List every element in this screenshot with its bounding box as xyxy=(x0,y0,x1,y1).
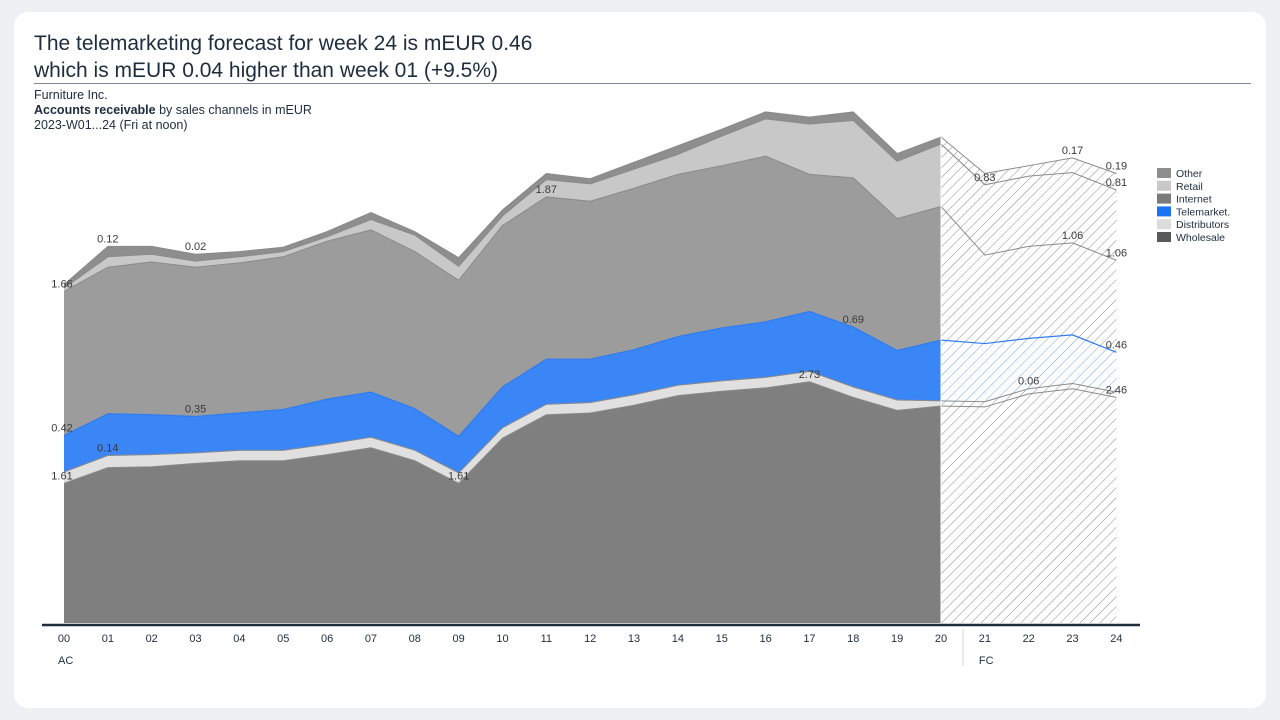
area-layers xyxy=(63,111,1117,623)
x-tick-label: 16 xyxy=(759,633,771,645)
legend-label-retail: Retail xyxy=(1176,181,1203,193)
data-label-retail: 0.81 xyxy=(1106,177,1127,189)
measure-name: Accounts receivable xyxy=(34,103,156,117)
area-other-forecast xyxy=(941,137,1117,190)
area-wholesale-forecast xyxy=(941,388,1117,623)
x-tick-label: 23 xyxy=(1066,633,1078,645)
data-label-internet: 1.66 xyxy=(51,279,72,291)
data-label-other: 0.17 xyxy=(1062,145,1083,157)
legend-swatch-distributors xyxy=(1157,219,1171,230)
data-label-other: 0.12 xyxy=(97,233,118,245)
area-distributors-forecast xyxy=(941,383,1117,407)
x-tick-label: 15 xyxy=(716,633,728,645)
data-label-other: 0.19 xyxy=(1106,160,1127,172)
legend: OtherRetailInternetTelemarket.Distributo… xyxy=(1157,168,1230,244)
area-telemarket-forecast xyxy=(941,334,1117,402)
x-tick-label: 05 xyxy=(277,633,289,645)
x-tick-label: 24 xyxy=(1110,633,1122,645)
data-label-internet: 1.87 xyxy=(536,184,557,196)
data-label-retail: 0.83 xyxy=(974,172,995,184)
x-axis: 00 01 02 03 04 05 06 07 08 09 10 11 12 13 14 15 16 17 18 19… xyxy=(42,623,1140,667)
headline-line-2: which is mEUR 0.04 higher than week 01 (… xyxy=(34,59,498,82)
x-tick-label: 00 xyxy=(58,633,70,645)
area-distributors-actual xyxy=(64,371,941,484)
measure-unit: by sales channels in mEUR xyxy=(155,103,312,117)
data-label-wholesale: 1.61 xyxy=(51,470,72,482)
legend-label-wholesale: Wholesale xyxy=(1176,232,1225,244)
data-label-distributors: 0.06 xyxy=(1018,376,1039,388)
data-labels: 1.66 0.42 1.61 0.12 0.14 0.02 0.35 1.61 1.87 2.73… xyxy=(51,145,1127,482)
data-label-distributors: 0.14 xyxy=(97,443,118,455)
legend-swatch-internet xyxy=(1157,193,1171,204)
legend-swatch-retail xyxy=(1157,180,1171,191)
x-tick-label: 01 xyxy=(102,633,114,645)
x-tick-label: 12 xyxy=(584,633,596,645)
legend-swatch-wholesale xyxy=(1157,232,1171,242)
x-tick-label: 03 xyxy=(189,633,201,645)
area-internet-actual xyxy=(64,156,941,437)
scenario-label-fc: FC xyxy=(979,655,994,667)
headline-divider xyxy=(34,83,1251,84)
legend-label-internet: Internet xyxy=(1176,194,1212,206)
scenario-label-ac: AC xyxy=(58,655,73,667)
data-label-telemarket: 0.69 xyxy=(843,314,864,326)
data-label-telemarket: 0.46 xyxy=(1106,339,1127,351)
area-telemarket-actual xyxy=(64,311,941,473)
data-label-telemarket: 0.42 xyxy=(51,423,72,435)
x-tick-label: 11 xyxy=(541,633,552,645)
data-label-wholesale: 1.61 xyxy=(448,470,469,482)
legend-label-other: Other xyxy=(1176,168,1203,180)
legend-swatch-other xyxy=(1157,168,1171,178)
x-tick-label: 06 xyxy=(321,633,333,645)
data-label-internet: 1.06 xyxy=(1106,247,1127,259)
headline: The telemarketing forecast for week 24 i… xyxy=(34,30,532,84)
legend-swatch-telemarket xyxy=(1157,206,1171,217)
x-tick-label: 09 xyxy=(453,633,465,645)
x-tick-label: 07 xyxy=(365,633,377,645)
data-label-wholesale: 2.46 xyxy=(1106,384,1127,396)
area-retail-actual xyxy=(64,118,941,292)
headline-line-1: The telemarketing forecast for week 24 i… xyxy=(34,32,533,55)
chart-meta: Furniture Inc. Accounts receivable by sa… xyxy=(34,88,312,133)
data-label-telemarket: 0.35 xyxy=(185,403,206,415)
x-tick-label: 04 xyxy=(233,633,245,645)
data-label-wholesale: 2.73 xyxy=(799,369,820,381)
x-tick-label: 21 xyxy=(979,633,991,645)
x-tick-label: 19 xyxy=(891,633,903,645)
x-tick-label: 17 xyxy=(803,633,815,645)
area-wholesale-actual xyxy=(64,381,941,623)
x-tick-label: 13 xyxy=(628,633,640,645)
legend-label-distributors: Distributors xyxy=(1176,219,1229,231)
x-tick-label: 02 xyxy=(146,633,158,645)
data-label-internet: 1.06 xyxy=(1062,230,1083,242)
x-tick-label: 10 xyxy=(496,633,508,645)
legend-label-telemarket: Telemarket. xyxy=(1176,206,1230,218)
x-tick-label: 14 xyxy=(672,633,684,645)
measure-line: Accounts receivable by sales channels in… xyxy=(34,103,312,118)
period-line: 2023-W01...24 (Fri at noon) xyxy=(34,118,188,132)
data-label-other: 0.02 xyxy=(185,241,206,253)
company-name: Furniture Inc. xyxy=(34,88,108,102)
x-tick-label: 08 xyxy=(409,633,421,645)
x-tick-label: 18 xyxy=(847,633,859,645)
x-tick-label: 20 xyxy=(935,633,947,645)
x-tick-label: 22 xyxy=(1023,633,1035,645)
